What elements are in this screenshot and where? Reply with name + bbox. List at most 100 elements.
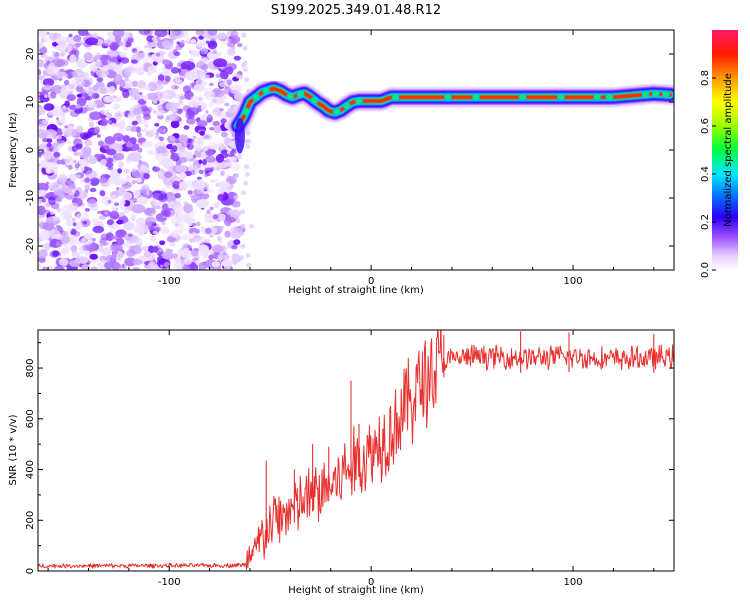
noise-speckle — [108, 176, 121, 184]
colorbar-label: Normalized spectral amplitude — [723, 73, 734, 227]
ridge-blob — [242, 107, 250, 116]
noise-speckle — [162, 59, 171, 65]
noise-speckle — [170, 188, 179, 194]
y-tick-label: 400 — [25, 460, 36, 479]
ridge-blob — [472, 93, 481, 102]
noise-speckle — [98, 54, 109, 61]
noise-speckle — [199, 193, 210, 200]
noise-speckle — [147, 41, 152, 45]
noise-speckle — [138, 160, 143, 164]
noise-speckle — [231, 200, 241, 208]
noise-speckle — [160, 226, 170, 235]
spectrogram-xlabel: Height of straight line (km) — [288, 285, 424, 296]
noise-speckle — [76, 125, 84, 133]
noise-speckle — [119, 52, 128, 58]
noise-speckle — [42, 221, 55, 231]
noise-speckle — [145, 92, 156, 101]
noise-speckle — [217, 253, 226, 260]
noise-speckle — [64, 128, 78, 137]
noise-speckle — [61, 43, 73, 53]
noise-speckle — [42, 266, 48, 270]
noise-speckle — [55, 196, 62, 203]
noise-speckle — [196, 42, 202, 48]
noise-speckle — [60, 87, 71, 94]
noise-speckle — [177, 62, 181, 68]
noise-speckle — [208, 254, 214, 260]
noise-speckle — [106, 219, 114, 226]
noise-speckle — [136, 177, 142, 183]
ridge-blob — [556, 93, 565, 102]
noise-speckle — [131, 204, 146, 214]
y-tick-label: 10 — [25, 96, 36, 109]
noise-speckle — [159, 168, 165, 173]
noise-speckle — [224, 157, 232, 167]
noise-speckle — [112, 235, 119, 240]
noise-speckle — [112, 30, 125, 38]
noise-speckle — [87, 198, 98, 208]
noise-speckle — [87, 101, 97, 108]
noise-speckle — [213, 58, 228, 68]
noise-speckle — [48, 111, 53, 116]
noise-speckle — [55, 134, 63, 140]
noise-speckle — [38, 92, 41, 96]
noise-speckle — [210, 179, 216, 184]
y-tick-label: -20 — [25, 238, 36, 254]
noise-speckle — [64, 100, 70, 108]
noise-speckle — [105, 232, 114, 242]
noise-speckle — [89, 111, 103, 120]
noise-speckle — [48, 62, 55, 69]
noise-speckle — [213, 202, 220, 209]
noise-speckle — [83, 52, 93, 61]
noise-speckle — [239, 209, 245, 215]
noise-speckle — [217, 32, 227, 40]
noise-speckle — [204, 238, 211, 244]
noise-speckle — [231, 244, 238, 250]
noise-speckle — [216, 213, 227, 222]
noise-speckle — [204, 173, 208, 178]
noise-speckle — [150, 235, 157, 242]
ridge-blob — [296, 90, 305, 99]
noise-speckle — [227, 151, 230, 155]
colorbar-ticks: 0.0 0.2 0.4 0.6 0.8 — [700, 70, 716, 278]
noise-speckle — [142, 107, 151, 117]
noise-speckle — [195, 260, 201, 266]
noise-speckle — [82, 243, 91, 252]
noise-speckle — [97, 39, 104, 46]
noise-speckle — [143, 95, 149, 101]
noise-speckle — [129, 137, 137, 145]
noise-speckle — [52, 215, 60, 221]
noise-speckle — [111, 122, 116, 127]
noise-speckle — [183, 125, 190, 130]
noise-speckle — [109, 228, 115, 233]
noise-speckle — [127, 152, 143, 162]
noise-speckle — [162, 128, 166, 133]
noise-speckle — [38, 75, 46, 81]
noise-speckle — [145, 216, 157, 225]
noise-speckle — [131, 126, 138, 133]
noise-speckle — [127, 233, 133, 237]
noise-speckle — [235, 218, 241, 224]
noise-speckle — [40, 142, 48, 148]
noise-speckle — [42, 78, 55, 87]
noise-speckle — [68, 33, 73, 38]
noise-speckle — [196, 120, 208, 127]
noise-speckle — [70, 244, 78, 251]
noise-speckle — [74, 43, 81, 47]
noise-speckle — [76, 93, 83, 98]
snr-ticks: -100 0 100 0 200 400 600 800 — [25, 330, 674, 588]
noise-speckle — [41, 120, 49, 125]
noise-speckle — [140, 128, 148, 133]
noise-speckle — [185, 109, 195, 120]
noise-speckle — [43, 242, 51, 252]
noise-speckle — [117, 58, 122, 63]
noise-speckle — [185, 232, 192, 238]
noise-speckle — [233, 195, 238, 200]
noise-speckle — [155, 109, 166, 117]
noise-speckle — [129, 214, 136, 221]
noise-speckle — [186, 144, 191, 148]
ridge-blob — [355, 97, 363, 105]
noise-speckle — [80, 132, 88, 140]
noise-speckle — [132, 107, 143, 115]
noise-speckle — [59, 185, 73, 195]
noise-speckle — [198, 262, 207, 270]
